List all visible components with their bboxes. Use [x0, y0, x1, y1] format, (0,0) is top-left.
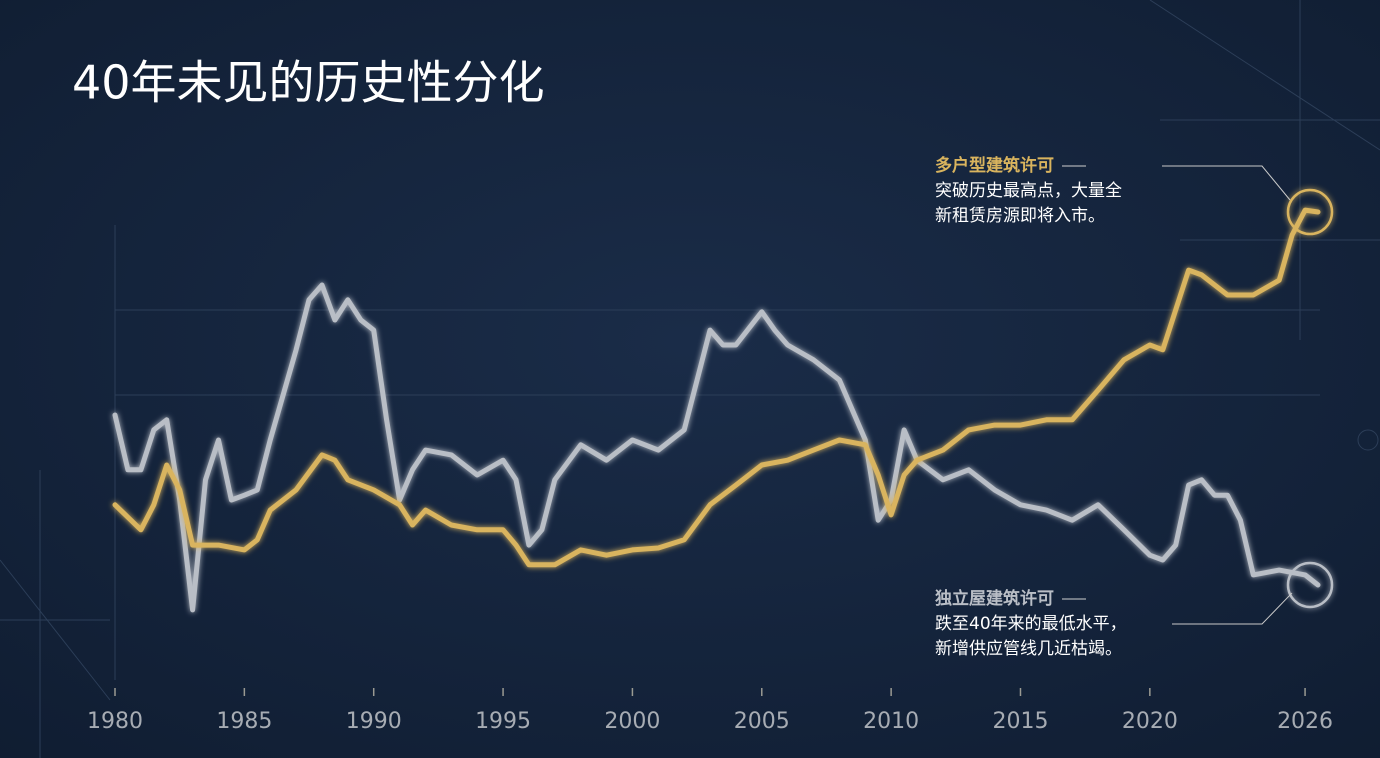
- x-tick-label: 2026: [1277, 709, 1333, 734]
- annotation-text: 新增供应管线几近枯竭。: [935, 639, 1122, 659]
- x-tick-label: 1985: [216, 709, 272, 734]
- x-tick-label: 2015: [992, 709, 1048, 734]
- x-tick-label: 1995: [475, 709, 531, 734]
- annotation-text: 新租赁房源即将入市。: [935, 206, 1105, 226]
- series-line: [112, 282, 1321, 613]
- x-tick-label: 2010: [863, 709, 919, 734]
- end-highlight: [1286, 188, 1334, 236]
- annotation-text: 突破历史最高点，大量全: [935, 181, 1122, 201]
- end-highlight: [1286, 561, 1334, 609]
- annotation-leader: [1162, 165, 1291, 201]
- x-tick-label: 2005: [734, 709, 790, 734]
- annotation-title: 多户型建筑许可: [935, 155, 1054, 176]
- annotation-text: 跌至40年来的最低水平，: [935, 614, 1127, 634]
- x-tick-label: 2020: [1122, 709, 1178, 734]
- x-tick-label: 2000: [604, 709, 660, 734]
- series-line: [112, 207, 1321, 568]
- x-tick-label: 1980: [87, 709, 143, 734]
- annotation-title: 独立屋建筑许可: [935, 588, 1054, 609]
- chart-title: 40年未见的历史性分化: [72, 56, 545, 110]
- annotation-leader: [1172, 592, 1293, 625]
- x-tick-label: 1990: [346, 709, 402, 734]
